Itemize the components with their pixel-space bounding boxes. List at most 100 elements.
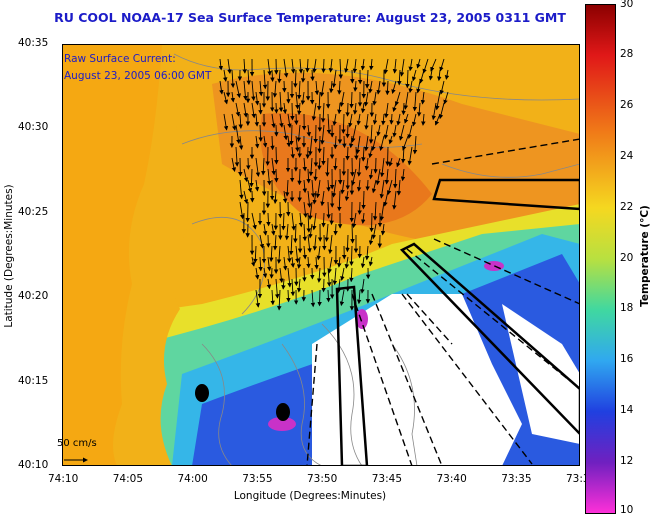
current-vector (317, 157, 322, 170)
current-vector (286, 289, 291, 303)
current-vector (392, 124, 397, 138)
current-vector (356, 179, 362, 192)
current-vector (282, 190, 288, 204)
current-vector (400, 146, 406, 164)
current-vector (384, 102, 389, 119)
current-vector (296, 256, 302, 269)
colorbar-tick-label: 16 (620, 353, 634, 366)
current-vector (234, 146, 240, 167)
current-vector (307, 234, 312, 253)
current-vector (368, 234, 374, 246)
current-vector (388, 135, 393, 145)
current-vector (290, 256, 296, 268)
y-axis-label: Latitude (Degrees:Minutes) (3, 184, 15, 328)
current-vector (239, 201, 245, 220)
current-vector (270, 223, 276, 236)
current-vector (439, 58, 445, 72)
current-vector (398, 124, 405, 141)
current-vector (403, 91, 409, 110)
current-vector (372, 201, 378, 221)
current-vector (371, 179, 377, 194)
x-tick-label: 73:55 (242, 473, 273, 485)
current-vector (227, 58, 232, 74)
current-vector (222, 69, 228, 82)
current-vector (361, 146, 366, 162)
current-vector (295, 135, 300, 152)
current-vector (308, 135, 313, 156)
current-vector (283, 58, 289, 78)
current-vector (312, 234, 318, 251)
current-vector (312, 190, 317, 205)
current-vector (276, 245, 282, 264)
current-vector (444, 69, 450, 80)
current-vector (294, 113, 299, 126)
current-vector (326, 179, 331, 192)
colorbar-tick-label: 12 (620, 455, 634, 468)
current-vector (255, 157, 261, 177)
current-vector (383, 124, 389, 140)
current-vector (267, 58, 272, 76)
current-vector (289, 124, 294, 146)
current-vector (375, 168, 381, 186)
current-vector (321, 278, 326, 293)
current-vector (407, 124, 413, 139)
cold-pocket-south (268, 417, 296, 431)
current-vector (279, 267, 284, 283)
current-vector (287, 267, 292, 288)
current-vector (262, 223, 268, 236)
current-vector (302, 157, 308, 172)
current-vector (412, 135, 418, 155)
current-vector (308, 223, 313, 239)
current-vector (360, 278, 365, 294)
current-vector (317, 135, 322, 154)
current-vector (422, 58, 429, 74)
current-annotation-line1: Raw Surface Current: (64, 53, 176, 65)
current-vector (295, 245, 300, 264)
current-vector (345, 124, 350, 139)
current-vector (411, 69, 417, 82)
current-vector (369, 58, 374, 71)
map-frame (62, 44, 580, 466)
current-vector (420, 91, 426, 105)
current-vector (307, 190, 312, 208)
current-vector (303, 201, 308, 218)
current-vector (314, 80, 320, 96)
current-vector (235, 102, 241, 117)
current-vector (230, 91, 236, 103)
current-vector (297, 190, 302, 202)
current-vector (281, 212, 286, 231)
current-vector (291, 212, 296, 231)
current-vector (258, 124, 263, 142)
current-vector (368, 256, 374, 267)
current-vector (282, 80, 287, 93)
current-vector (350, 223, 355, 244)
current-vector (238, 135, 244, 150)
current-vector (396, 179, 402, 196)
current-vector (342, 135, 347, 149)
current-vector (314, 256, 319, 270)
current-vector (266, 278, 272, 290)
current-vector (326, 113, 332, 135)
current-vector (376, 80, 381, 95)
colorbar-tick-label: 30 (620, 0, 634, 10)
current-vector (435, 91, 441, 111)
current-vector (285, 179, 290, 197)
current-vector (272, 80, 278, 98)
current-vector (341, 113, 346, 134)
current-vector (297, 102, 302, 116)
current-vector (274, 146, 279, 165)
current-vector (242, 58, 247, 74)
current-vector (259, 234, 265, 249)
colorbar-tick-label: 22 (620, 200, 634, 213)
current-vector (431, 102, 437, 121)
current-vector (383, 58, 389, 75)
current-vector (360, 212, 366, 224)
current-vector (302, 223, 308, 242)
current-vector (282, 102, 288, 115)
current-vector (329, 80, 334, 94)
current-vector (223, 91, 229, 105)
current-vector (337, 190, 342, 212)
current-vector (278, 91, 284, 113)
current-vector (331, 179, 337, 198)
current-vector (274, 278, 280, 299)
